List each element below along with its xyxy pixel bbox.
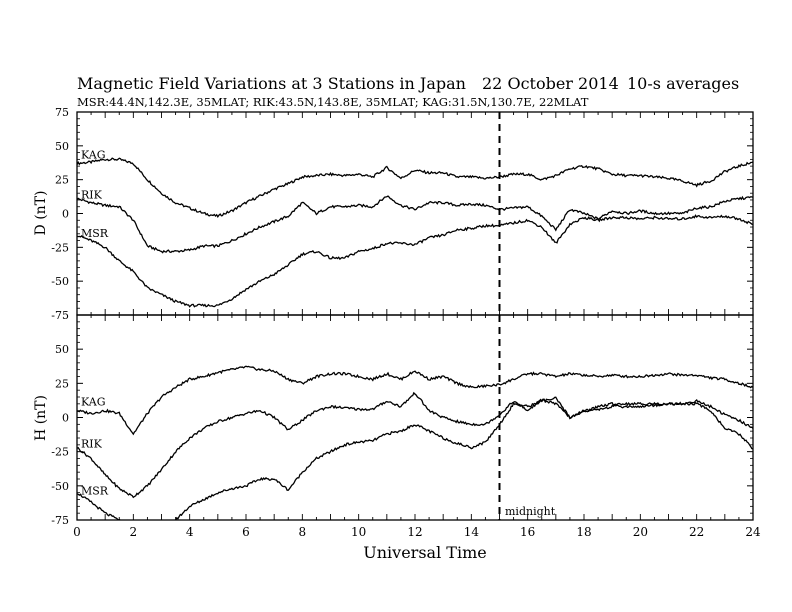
- x-tick-label: 8: [299, 525, 307, 539]
- series-label-rik: RIK: [81, 438, 103, 451]
- panel-d: D (nT) -75 -50 -25 0 25 50 75 KAG RIK MSR: [33, 106, 754, 322]
- y-tick-label: -50: [51, 275, 69, 288]
- x-tick-label: 22: [689, 525, 704, 539]
- chart-title: Magnetic Field Variations at 3 Stations …: [77, 74, 466, 93]
- series-line-kag: [77, 365, 753, 436]
- y-tick-label: 25: [55, 377, 69, 390]
- series-label-rik: RIK: [81, 189, 103, 202]
- series-label-kag: KAG: [81, 396, 106, 409]
- x-tick-label: 4: [186, 525, 194, 539]
- series-line-msr: [77, 214, 753, 308]
- y-tick-label: 0: [62, 412, 69, 425]
- series-line-rik: [77, 391, 753, 499]
- series-line-kag: [77, 157, 753, 219]
- y-tick-label: 75: [55, 106, 69, 119]
- series-label-msr: MSR: [81, 227, 109, 240]
- x-tick-label: 10: [351, 525, 366, 539]
- x-tick-label: 6: [242, 525, 250, 539]
- series-line-msr: [77, 396, 753, 520]
- chart-date: 22 October 2014: [482, 74, 619, 93]
- x-tick-label: 16: [520, 525, 535, 539]
- y-tick-label: 50: [55, 140, 69, 153]
- y-axis-label-h: H (nT): [33, 395, 49, 441]
- x-axis-label: Universal Time: [363, 543, 486, 562]
- series-label-kag: KAG: [81, 148, 106, 161]
- y-tick-label: 25: [55, 174, 69, 187]
- x-tick-label: 20: [633, 525, 648, 539]
- x-tick-label: 0: [73, 525, 81, 539]
- x-tick-label: 24: [745, 525, 761, 539]
- y-tick-label: -75: [51, 514, 69, 527]
- x-tick-label: 14: [464, 525, 480, 539]
- x-tick-label: 12: [407, 525, 422, 539]
- chart-averaging: 10-s averages: [627, 74, 739, 93]
- stations-line: MSR:44.4N,142.3E, 35MLAT; RIK:43.5N,143.…: [77, 95, 589, 109]
- y-tick-label: -25: [51, 446, 69, 459]
- y-tick-label: -50: [51, 480, 69, 493]
- y-tick-label: 0: [62, 208, 69, 221]
- y-tick-label: -25: [51, 241, 69, 254]
- series-label-msr: MSR: [81, 485, 109, 498]
- x-tick-label: 2: [130, 525, 138, 539]
- x-tick-label: 18: [576, 525, 591, 539]
- midnight-label: midnight: [505, 505, 556, 518]
- y-tick-label: -75: [51, 309, 69, 322]
- series-line-rik: [77, 195, 753, 254]
- y-tick-label: 50: [55, 343, 69, 356]
- panel-h-frame: [76, 314, 754, 521]
- y-axis-label-d: D (nT): [33, 191, 49, 236]
